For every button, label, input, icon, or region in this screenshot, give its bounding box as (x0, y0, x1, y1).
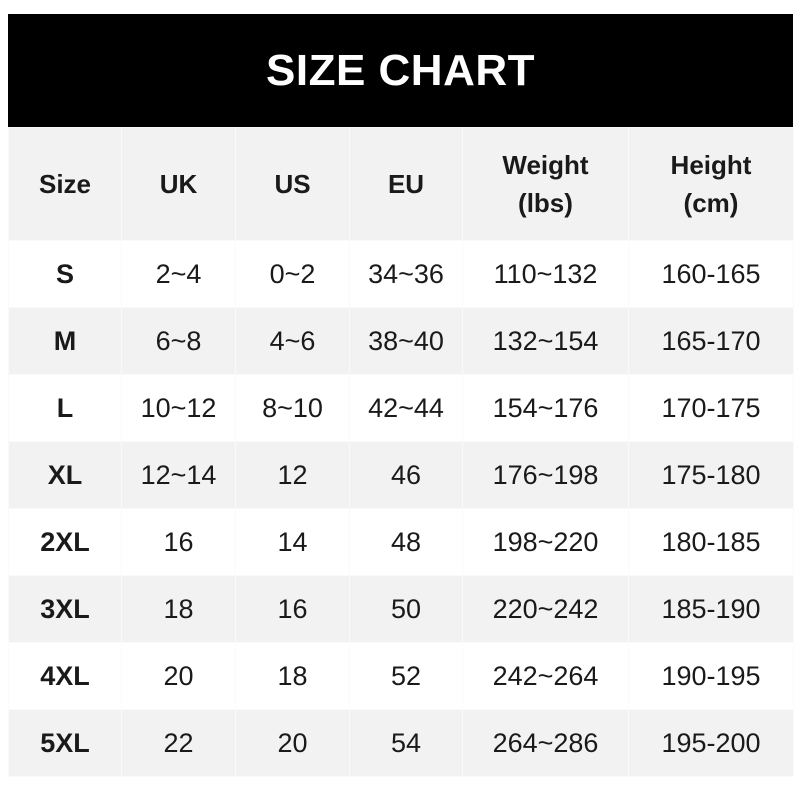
table-cell: 154~176 (462, 374, 629, 442)
table-cell: 18 (121, 575, 236, 643)
table-cell: 132~154 (462, 307, 629, 375)
table-cell: 18 (235, 642, 350, 710)
table-cell: 50 (349, 575, 463, 643)
table-cell: 46 (349, 441, 463, 509)
table-cell: 48 (349, 508, 463, 576)
table-cell: 185-190 (628, 575, 794, 643)
table-cell: 170-175 (628, 374, 794, 442)
size-label: M (8, 307, 122, 375)
table-cell: 6~8 (121, 307, 236, 375)
table-cell: 198~220 (462, 508, 629, 576)
size-label: L (8, 374, 122, 442)
table-cell: 54 (349, 709, 463, 777)
table-row: 4XL 20 18 52 242~264 190-195 (8, 642, 794, 710)
table-row: L 10~12 8~10 42~44 154~176 170-175 (8, 374, 794, 442)
header-row: Size UK US EU Weight (lbs) Height (cm) (8, 127, 794, 241)
table-cell: 42~44 (349, 374, 463, 442)
table-cell: 20 (121, 642, 236, 710)
table-cell: 16 (121, 508, 236, 576)
column-header: US (235, 127, 350, 241)
table-cell: 14 (235, 508, 350, 576)
table-row: 5XL 22 20 54 264~286 195-200 (8, 709, 794, 777)
size-table: Size UK US EU Weight (lbs) Height (cm) S 2~4 0~… (8, 127, 794, 777)
column-header: Size (8, 127, 122, 241)
chart-title: SIZE CHART (8, 14, 793, 127)
table-cell: 20 (235, 709, 350, 777)
table-cell: 195-200 (628, 709, 794, 777)
table-cell: 10~12 (121, 374, 236, 442)
table-cell: 176~198 (462, 441, 629, 509)
table-cell: 16 (235, 575, 350, 643)
table-cell: 34~36 (349, 240, 463, 308)
table-cell: 175-180 (628, 441, 794, 509)
size-label: 5XL (8, 709, 122, 777)
table-cell: 242~264 (462, 642, 629, 710)
table-cell: 12 (235, 441, 350, 509)
table-cell: 52 (349, 642, 463, 710)
table-cell: 220~242 (462, 575, 629, 643)
table-row: S 2~4 0~2 34~36 110~132 160-165 (8, 240, 794, 308)
size-label: 4XL (8, 642, 122, 710)
table-row: 2XL 16 14 48 198~220 180-185 (8, 508, 794, 576)
table-cell: 8~10 (235, 374, 350, 442)
table-cell: 264~286 (462, 709, 629, 777)
table-cell: 2~4 (121, 240, 236, 308)
table-cell: 190-195 (628, 642, 794, 710)
table-cell: 22 (121, 709, 236, 777)
table-cell: 4~6 (235, 307, 350, 375)
size-label: 3XL (8, 575, 122, 643)
table-row: M 6~8 4~6 38~40 132~154 165-170 (8, 307, 794, 375)
table-row: XL 12~14 12 46 176~198 175-180 (8, 441, 794, 509)
table-cell: 180-185 (628, 508, 794, 576)
column-header: UK (121, 127, 236, 241)
table-cell: 12~14 (121, 441, 236, 509)
column-header: Height (cm) (628, 127, 794, 241)
size-label: XL (8, 441, 122, 509)
table-cell: 38~40 (349, 307, 463, 375)
table-cell: 110~132 (462, 240, 629, 308)
table-cell: 160-165 (628, 240, 794, 308)
column-header: Weight (lbs) (462, 127, 629, 241)
table-row: 3XL 18 16 50 220~242 185-190 (8, 575, 794, 643)
column-header: EU (349, 127, 463, 241)
table-cell: 0~2 (235, 240, 350, 308)
size-label: 2XL (8, 508, 122, 576)
size-label: S (8, 240, 122, 308)
size-chart: SIZE CHART Size UK US EU Weight (lbs) Height … (8, 14, 794, 777)
table-cell: 165-170 (628, 307, 794, 375)
